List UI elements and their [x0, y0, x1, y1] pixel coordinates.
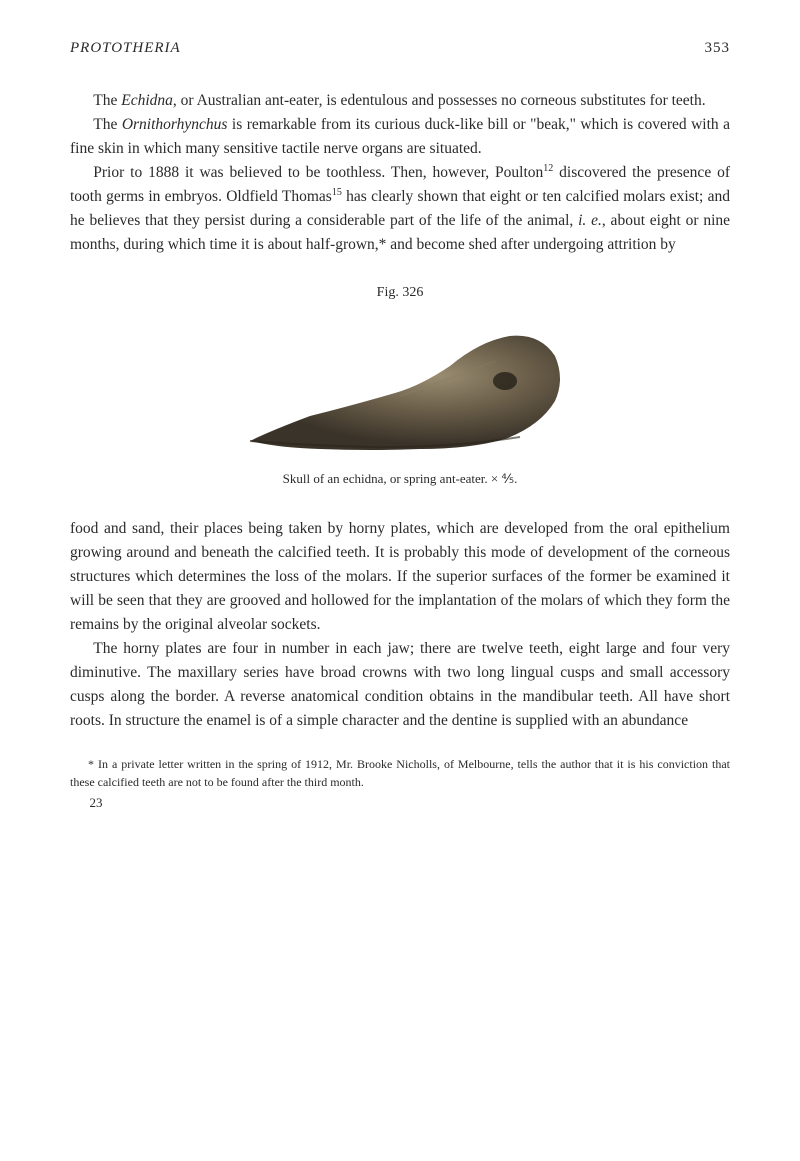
footnote: * In a private letter written in the spr… — [70, 755, 730, 791]
superscript-ref: 12 — [543, 163, 553, 174]
paragraph-3: Prior to 1888 it was believed to be toot… — [70, 161, 730, 257]
text: , or Australian ant-eater, is edentulous… — [173, 92, 706, 109]
text: The — [93, 92, 121, 109]
figure-label: Fig. 326 — [70, 285, 730, 301]
text: Prior to 1888 it was believed to be toot… — [93, 164, 543, 181]
superscript-ref: 15 — [332, 187, 342, 198]
italic-term: Ornithorhynchus — [122, 116, 228, 133]
page-number: 353 — [705, 40, 731, 57]
footnote-sheet-number: 23 — [90, 795, 731, 811]
text: The — [93, 116, 122, 133]
paragraph-4: food and sand, their places being taken … — [70, 517, 730, 637]
paragraph-1: The Echidna, or Australian ant-eater, is… — [70, 89, 730, 113]
skull-illustration — [220, 311, 580, 461]
page-header: PROTOTHERIA 353 — [70, 40, 730, 57]
italic-term: Echidna — [121, 92, 173, 109]
paragraph-2: The Ornithorhynchus is remarkable from i… — [70, 113, 730, 161]
figure-caption: Skull of an echidna, or spring ant-eater… — [70, 471, 730, 487]
paragraph-5: The horny plates are four in number in e… — [70, 637, 730, 733]
header-title: PROTOTHERIA — [70, 40, 181, 57]
italic-term: i. e. — [578, 212, 602, 229]
figure-illustration — [70, 311, 730, 461]
